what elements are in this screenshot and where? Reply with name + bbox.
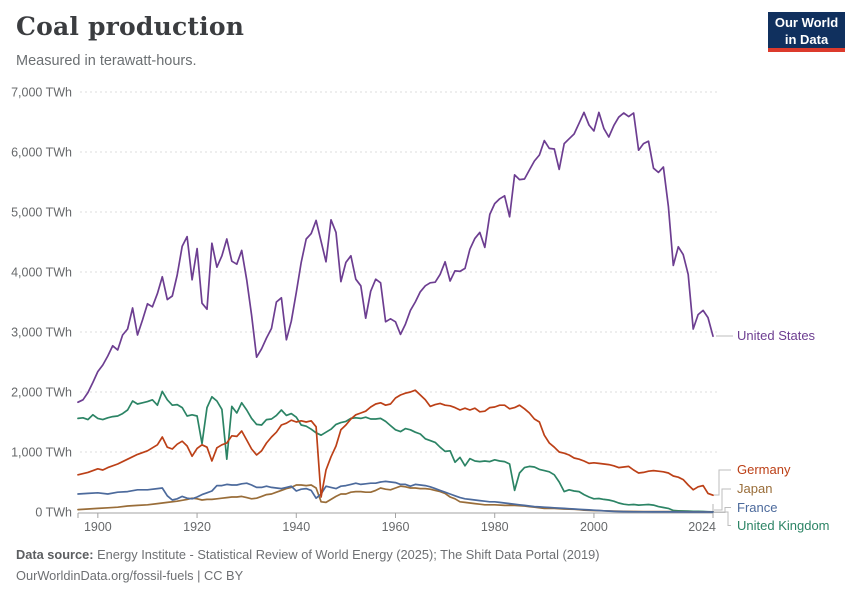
legend-connector-united-kingdom xyxy=(714,511,731,526)
y-tick-label: 7,000 TWh xyxy=(11,86,72,100)
y-tick-label: 2,000 TWh xyxy=(11,386,72,400)
legend-connector-japan xyxy=(714,488,731,511)
series-line-germany xyxy=(77,389,714,498)
footer-link[interactable]: OurWorldinData.org/fossil-fuels xyxy=(16,568,194,584)
legend-label-japan[interactable]: Japan xyxy=(737,481,772,496)
data-source-text: Energy Institute - Statistical Review of… xyxy=(93,547,600,562)
x-tick-label: 1940 xyxy=(282,520,310,534)
owid-logo-line1: Our World xyxy=(774,15,839,30)
page-title: Coal production xyxy=(16,12,245,41)
y-tick-label: 5,000 TWh xyxy=(11,206,72,220)
x-tick-label: 1900 xyxy=(84,520,112,534)
y-tick-label: 3,000 TWh xyxy=(11,326,72,340)
footer-separator: | xyxy=(193,568,205,584)
chart-subtitle: Measured in terawatt-hours. xyxy=(16,53,197,69)
y-tick-label: 4,000 TWh xyxy=(11,266,72,280)
x-tick-label: 2024 xyxy=(688,520,716,534)
legend-label-germany[interactable]: Germany xyxy=(737,462,791,477)
y-tick-label: 6,000 TWh xyxy=(11,146,72,160)
x-tick-label: 1980 xyxy=(481,520,509,534)
data-source-label: Data source: xyxy=(16,547,94,562)
x-tick-label: 1960 xyxy=(382,520,410,534)
legend-label-united-kingdom[interactable]: United Kingdom xyxy=(737,518,830,533)
data-source-line: Data source: Energy Institute - Statisti… xyxy=(16,544,599,565)
owid-logo[interactable]: Our World in Data xyxy=(768,12,845,52)
legend-label-france[interactable]: France xyxy=(737,500,777,515)
series-line-france xyxy=(77,480,714,513)
y-tick-label: 1,000 TWh xyxy=(11,446,72,460)
x-tick-label: 2000 xyxy=(580,520,608,534)
series-line-japan xyxy=(77,484,714,513)
series-line-united-kingdom xyxy=(77,390,714,513)
owid-logo-line2: in Data xyxy=(784,31,829,47)
series-line-united-states xyxy=(77,111,714,404)
legend-connector-germany xyxy=(714,469,731,496)
license-line: OurWorldinData.org/fossil-fuels | CC BY xyxy=(16,565,599,586)
legend-label-united-states[interactable]: United States xyxy=(737,328,816,343)
chart-footer: Data source: Energy Institute - Statisti… xyxy=(16,544,599,587)
license-label: CC BY xyxy=(204,568,244,584)
x-tick-label: 1920 xyxy=(183,520,211,534)
y-tick-label: 0 TWh xyxy=(35,506,72,520)
